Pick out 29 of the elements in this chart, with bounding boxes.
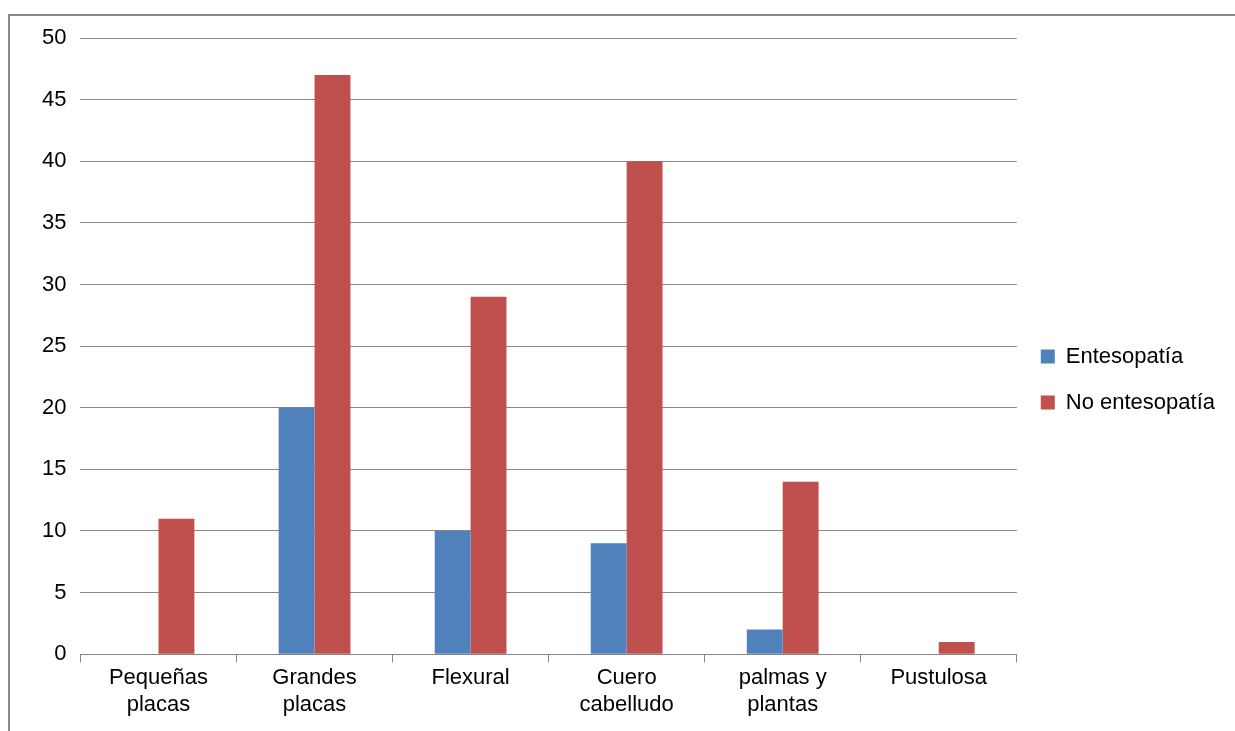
x-tick-label: palmas y plantas — [738, 664, 827, 716]
y-tick-label: 10 — [41, 517, 67, 543]
bar — [158, 518, 195, 654]
y-tick-label: 15 — [41, 455, 67, 481]
bar — [278, 407, 315, 654]
y-tick-label: 5 — [54, 578, 67, 604]
bar — [434, 530, 471, 654]
legend-label: No entesopatía — [1065, 388, 1216, 414]
y-tick-label: 20 — [41, 393, 67, 419]
bar — [938, 641, 975, 654]
bar — [746, 629, 783, 654]
bar — [590, 543, 627, 654]
x-tick-label: Grandes placas — [272, 664, 357, 716]
y-tick-label: 45 — [41, 85, 67, 111]
x-tick-label: Cuero cabelludo — [579, 664, 674, 716]
y-tick-label: 30 — [41, 270, 67, 296]
x-tick-label: Flexural — [431, 664, 510, 690]
y-tick-label: 50 — [41, 24, 67, 50]
bar — [626, 161, 663, 654]
y-tick-label: 25 — [41, 332, 67, 358]
bar — [470, 296, 507, 654]
bar — [782, 481, 819, 654]
bar — [314, 74, 351, 654]
x-tick-label: Pequeñas placas — [108, 664, 209, 716]
y-tick-label: 0 — [54, 640, 67, 666]
y-tick-label: 35 — [41, 208, 67, 234]
legend-label: Entesopatía — [1065, 342, 1184, 368]
x-tick-label: Pustulosa — [890, 664, 988, 690]
y-tick-label: 40 — [41, 147, 67, 173]
